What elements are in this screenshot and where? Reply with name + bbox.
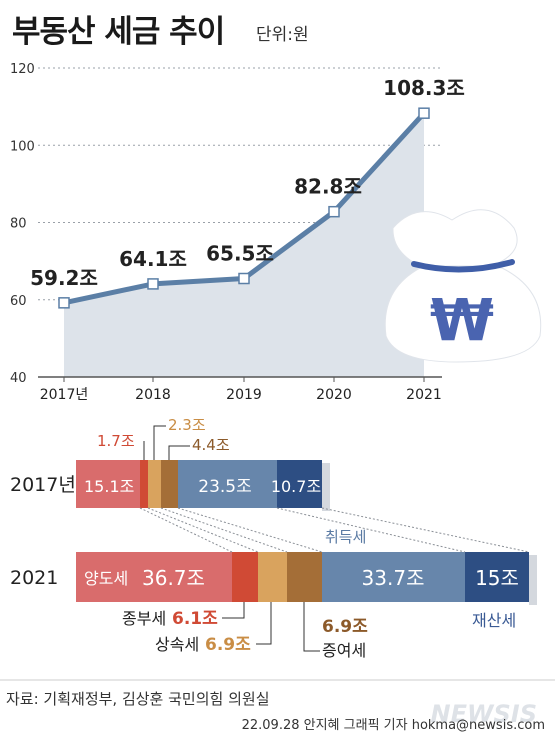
bar-value-label: 15.1조: [84, 477, 134, 496]
money-bag-body: [384, 267, 542, 363]
data-point: [328, 205, 340, 218]
bar-segment-종부세: [232, 552, 258, 602]
bar-value-label: 6.9조: [205, 635, 251, 655]
bar-value-label: 33.7조: [362, 566, 425, 590]
money-bag-string: [411, 259, 515, 273]
area-fill: [64, 113, 424, 377]
y-tick-label: 80: [10, 217, 27, 232]
series-name-label: 상속세: [155, 635, 199, 654]
x-tick-label: 2019: [226, 387, 262, 403]
y-tick-label: 60: [10, 294, 27, 309]
bar-segment-재산세: [277, 460, 322, 508]
callout-line: [256, 602, 272, 645]
bar-segment-취득세: [178, 460, 277, 508]
x-tick-label: 2018: [135, 387, 171, 403]
connector-line: [139, 507, 233, 553]
bar-segment-양도세: [76, 460, 140, 508]
data-point: [147, 278, 159, 290]
bar-shadow: [322, 463, 330, 511]
data-label: 59.2조: [30, 266, 98, 290]
data-point: [418, 107, 430, 119]
chart-title: 부동산 세금 추이: [12, 14, 225, 50]
x-tick-label: 2020: [316, 387, 352, 403]
data-point: [238, 272, 250, 285]
bar-value-label: 1.7조: [97, 432, 135, 450]
connector-line: [160, 507, 288, 553]
bar-value-label: 10.7조: [271, 477, 321, 496]
y-tick-label: 120: [10, 62, 35, 77]
series-name-label: 취득세: [325, 528, 366, 546]
data-label: 65.5조: [206, 242, 274, 266]
bar-value-label: 6.1조: [172, 609, 218, 629]
bar-segment-증여세: [287, 552, 322, 602]
y-tick-label: 40: [10, 371, 27, 386]
data-label: 64.1조: [119, 247, 187, 271]
x-tick-label: 2017년: [40, 387, 89, 403]
y-tick-label: 100: [10, 139, 35, 154]
connector-line: [321, 507, 530, 553]
data-label: 108.3조: [383, 76, 465, 100]
callout-line: [303, 602, 320, 652]
connector-line: [276, 507, 466, 553]
data-point: [58, 297, 70, 309]
won-sign-icon: ₩: [430, 286, 494, 354]
bar-value-label: 2.3조: [168, 416, 206, 434]
bar-value-label: 6.9조: [322, 617, 368, 637]
bar-category-label: 2017년: [10, 474, 76, 496]
bar-segment-상속세: [148, 460, 161, 508]
x-tick-label: 2021: [406, 387, 442, 403]
series-name-label: 종부세: [122, 609, 166, 628]
bar-value-label: 23.5조: [198, 477, 252, 497]
bar-segment-양도세: [76, 552, 232, 602]
callout-line: [222, 602, 245, 619]
bar-shadow: [529, 555, 537, 605]
series-name-label: 증여세: [322, 641, 366, 660]
connector-line: [177, 507, 323, 553]
bar-category-label: 2021: [10, 567, 58, 589]
source-note: 자료: 기획재정부, 김상훈 국민의힘 의원실: [6, 690, 270, 708]
unit-label: 단위:원: [256, 25, 309, 45]
callout-line: [153, 425, 166, 460]
bar-value-label: 15조: [475, 566, 519, 590]
watermark-logo: NEWSIS: [430, 700, 537, 728]
series-name-label: 양도세: [84, 569, 128, 588]
bar-segment-증여세: [161, 460, 178, 508]
bar-segment-종부세: [140, 460, 148, 508]
money-bag-top: [392, 209, 518, 267]
callout-line: [168, 445, 190, 460]
bar-segment-상속세: [258, 552, 287, 602]
bar-value-label: 4.4조: [192, 436, 230, 454]
connector-line: [147, 507, 259, 553]
credit-note: 22.09.28 안지혜 그래픽 기자 hokma@newsis.com: [241, 718, 545, 733]
bar-segment-취득세: [322, 552, 465, 602]
series-name-label: 재산세: [472, 611, 516, 630]
bar-segment-재산세: [465, 552, 529, 602]
bar-value-label: 36.7조: [142, 566, 205, 590]
data-label: 82.8조: [294, 175, 362, 199]
